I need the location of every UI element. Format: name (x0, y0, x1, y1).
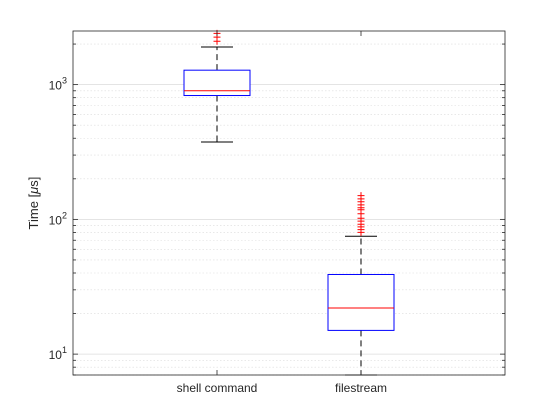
y-axis-label-unit: s] (26, 177, 41, 187)
y-axis-label: Time [μs] (26, 177, 41, 230)
outlier-marker (357, 192, 365, 200)
y-axis-label-text: Time [ (26, 193, 41, 229)
y-tick-label-exponent: 2 (62, 210, 67, 220)
x-tick-label: shell command (177, 381, 258, 395)
grid-lines (73, 43, 505, 376)
y-tick-label-exponent: 3 (62, 76, 67, 86)
iqr-box (183, 69, 251, 97)
y-tick-label-base: 10 (49, 348, 63, 362)
x-axis-ticks: shell command filestream (177, 31, 387, 395)
y-tick-label-exponent: 1 (62, 345, 67, 355)
box-series (183, 29, 395, 376)
y-tick-label: 102 (49, 210, 67, 227)
y-tick-label-base: 10 (49, 79, 63, 93)
y-tick-label: 103 (49, 76, 67, 93)
plot-background (73, 31, 505, 375)
iqr-box (327, 273, 395, 331)
x-tick-label: filestream (335, 381, 387, 395)
plot-area-frame (72, 30, 506, 376)
y-tick-label: 101 (49, 345, 67, 362)
y-tick-label-base: 10 (49, 213, 63, 227)
y-axis-label-mu: μ (26, 187, 41, 195)
